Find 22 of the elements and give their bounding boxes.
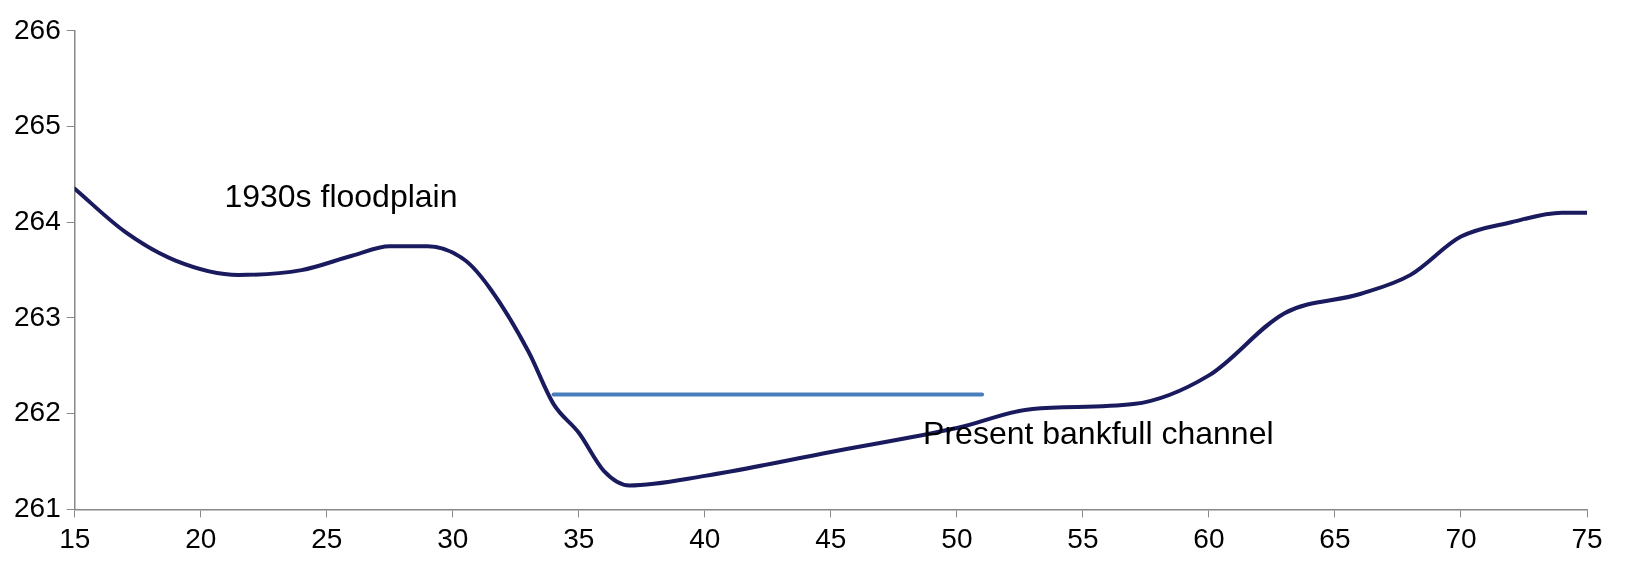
line-series: [74, 186, 1587, 488]
x-tick-label: 20: [185, 522, 217, 554]
y-tick-label: 266: [14, 13, 61, 45]
x-tick-label: 25: [311, 522, 343, 554]
y-tick-label: 262: [14, 396, 61, 428]
x-tick-label: 50: [941, 522, 973, 554]
x-tick-label: 75: [1571, 522, 1603, 554]
y-tick-label: 263: [14, 300, 61, 332]
x-tick-label: 45: [815, 522, 847, 554]
x-tick-label: 15: [59, 522, 91, 554]
annotation: 1930s floodplain: [224, 178, 458, 215]
y-tick-label: 264: [14, 204, 61, 236]
x-tick-label: 70: [1445, 522, 1477, 554]
annotation: Present bankfull channel: [923, 415, 1274, 452]
x-tick-label: 35: [563, 522, 595, 554]
x-tick-label: 40: [689, 522, 721, 554]
x-tick-label: 60: [1193, 522, 1225, 554]
x-tick-label: 65: [1319, 522, 1351, 554]
y-tick-label: 261: [14, 492, 61, 524]
x-tick-label: 30: [437, 522, 469, 554]
y-tick-label: 265: [14, 109, 61, 141]
x-tick-label: 55: [1067, 522, 1099, 554]
